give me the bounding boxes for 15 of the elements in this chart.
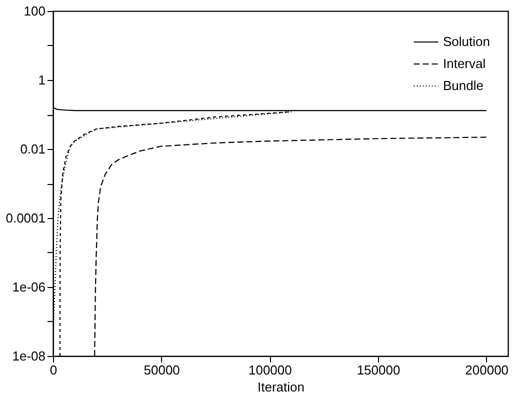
y-tick-label: 1e-08 xyxy=(12,348,46,364)
x-tick-label: 150000 xyxy=(356,362,400,378)
legend-label: Interval xyxy=(443,56,486,71)
y-tick-label: 0.01 xyxy=(20,142,46,156)
x-tick-label: 50000 xyxy=(144,362,180,378)
x-axis-title: Iteration xyxy=(258,380,304,394)
y-tick-label: 100 xyxy=(24,4,46,18)
x-tick-label: 100000 xyxy=(248,362,292,378)
legend-label: Solution xyxy=(443,34,490,49)
legend-label: Bundle xyxy=(443,78,484,93)
y-tick-label: 1e-06 xyxy=(12,280,46,294)
x-tick-label: 200000 xyxy=(465,362,509,378)
x-tick-label: 0 xyxy=(50,362,58,378)
y-tick-label: 0.0001 xyxy=(6,210,46,226)
y-tick-label: 1 xyxy=(38,72,46,88)
